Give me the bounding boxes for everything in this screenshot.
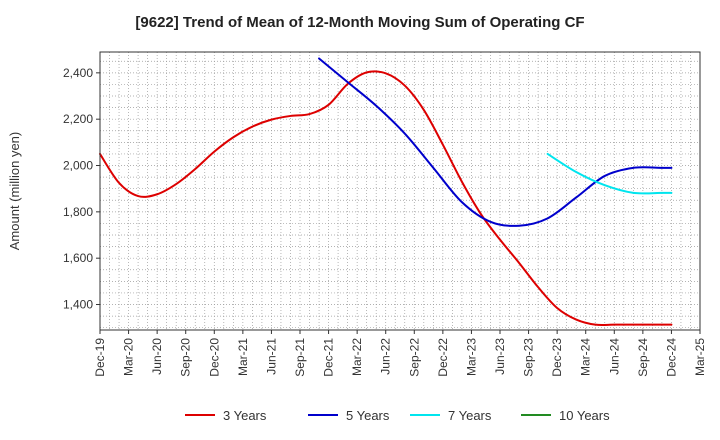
y-axis-label: Amount (million yen)	[7, 132, 22, 251]
x-tick-label: Dec-23	[550, 338, 564, 377]
legend-label-7-years: 7 Years	[448, 408, 492, 423]
series-line-3-years	[99, 70, 673, 327]
x-tick-label: Jun-24	[607, 338, 621, 375]
y-tick-label: 1,400	[63, 298, 93, 312]
x-tick-label: Mar-22	[350, 338, 364, 376]
x-tick-label: Mar-25	[693, 338, 707, 376]
series-line-5-years	[318, 57, 673, 227]
x-tick-label: Jun-21	[264, 338, 278, 375]
x-tick-label: Sep-24	[636, 338, 650, 377]
legend-label-3-years: 3 Years	[223, 408, 267, 423]
plot-area-background	[100, 52, 700, 330]
x-tick-label: Mar-20	[122, 338, 136, 376]
x-tick-label: Dec-24	[664, 338, 678, 377]
y-tick-label: 2,200	[63, 112, 93, 126]
chart-title: [9622] Trend of Mean of 12-Month Moving …	[135, 14, 585, 31]
y-tick-label: 1,600	[63, 251, 93, 265]
x-tick-label: Mar-21	[236, 338, 250, 376]
x-tick-label: Jun-22	[379, 338, 393, 375]
x-tick-label: Mar-23	[464, 338, 478, 376]
x-tick-label: Dec-22	[436, 338, 450, 377]
x-tick-label: Jun-23	[493, 338, 507, 375]
legend-label-10-years: 10 Years	[559, 408, 610, 423]
x-tick-label: Sep-23	[522, 338, 536, 377]
series-lines	[99, 57, 673, 327]
y-tick-label: 1,800	[63, 205, 93, 219]
series-line-7-years	[546, 152, 673, 195]
legend-label-5-years: 5 Years	[346, 408, 390, 423]
x-tick-label: Jun-20	[150, 338, 164, 375]
x-tick-label: Dec-20	[207, 338, 221, 377]
y-tick-label: 2,000	[63, 159, 93, 173]
x-tick-label: Sep-22	[407, 338, 421, 377]
y-axis-ticks: 1,400 1,600 1,800 2,000 2,200 2,400	[63, 66, 100, 312]
legend: 3 Years 5 Years 7 Years 10 Years	[185, 408, 610, 423]
plot-frame	[99, 51, 701, 331]
y-tick-label: 2,400	[63, 66, 93, 80]
x-tick-label: Mar-24	[579, 338, 593, 376]
x-tick-label: Sep-20	[179, 338, 193, 377]
x-axis-ticks: Dec-19 Mar-20 Jun-20 Sep-20 Dec-20 Mar-21 Jun-…	[93, 330, 707, 377]
x-tick-label: Dec-21	[322, 338, 336, 377]
x-tick-label: Dec-19	[93, 338, 107, 377]
x-tick-label: Sep-21	[293, 338, 307, 377]
